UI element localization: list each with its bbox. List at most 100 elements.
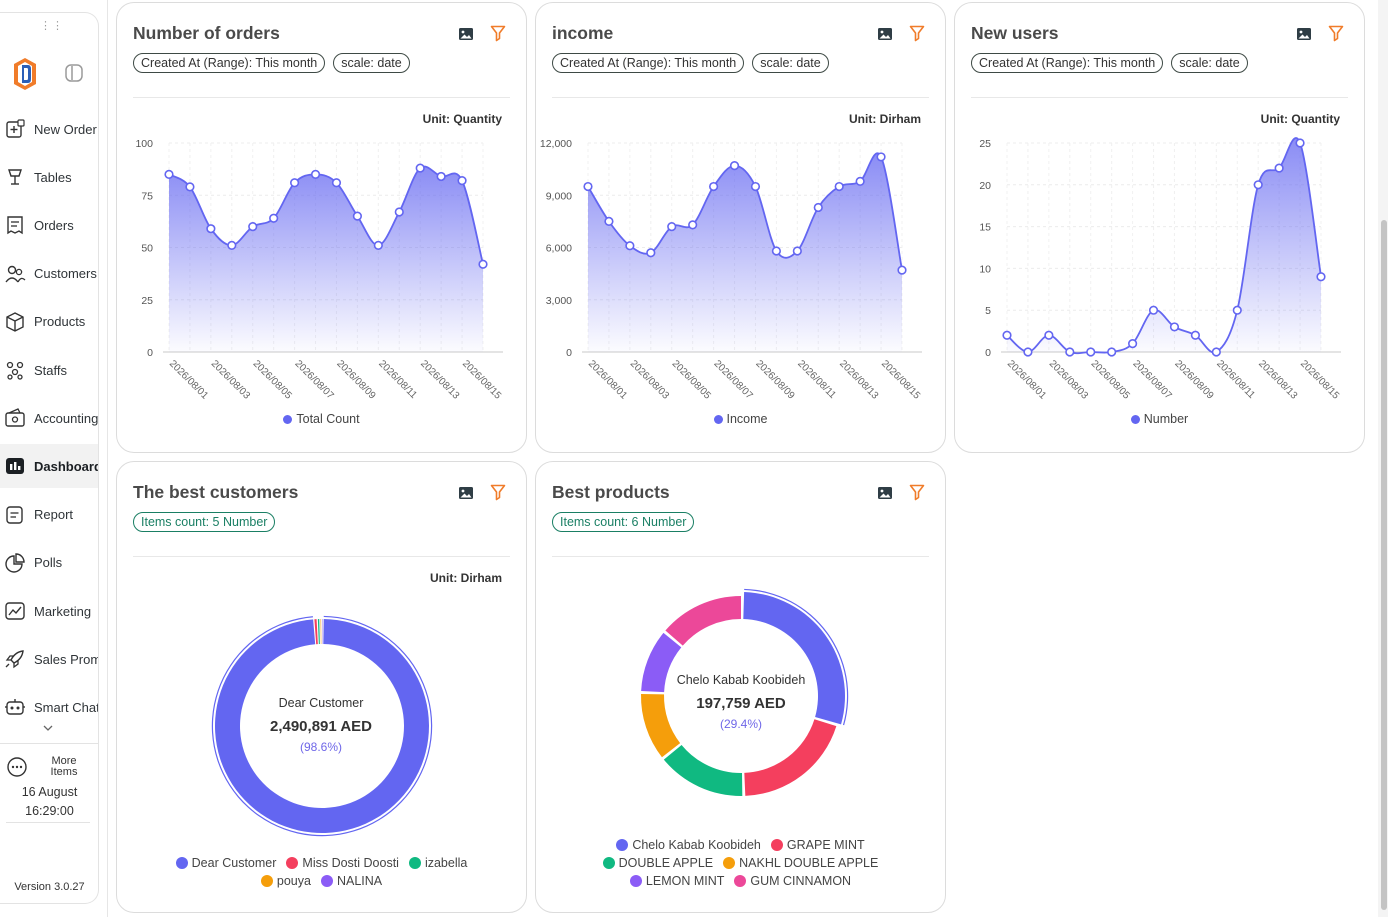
data-point[interactable] xyxy=(1190,330,1200,340)
data-point[interactable] xyxy=(897,265,907,275)
sidebar-item-report[interactable]: Report xyxy=(0,493,98,537)
data-point[interactable] xyxy=(227,240,237,251)
data-point[interactable] xyxy=(646,248,656,258)
data-point[interactable] xyxy=(415,163,425,173)
filter-chip-scale[interactable]: scale: date xyxy=(1171,53,1248,73)
items-count-chip[interactable]: Items count: 6 Number xyxy=(552,512,695,532)
data-point[interactable] xyxy=(269,213,279,223)
data-point[interactable] xyxy=(164,169,174,179)
data-point[interactable] xyxy=(813,202,823,213)
data-point[interactable] xyxy=(876,152,886,162)
image-download-icon[interactable] xyxy=(1296,26,1312,42)
data-point[interactable] xyxy=(750,181,761,192)
sidebar-item-staffs[interactable]: Staffs xyxy=(0,348,98,392)
donut-slice[interactable] xyxy=(320,619,322,645)
donut-slice[interactable] xyxy=(743,592,845,725)
filter-chip-scale[interactable]: scale: date xyxy=(752,53,829,73)
data-point[interactable] xyxy=(290,178,300,188)
data-point[interactable] xyxy=(373,240,383,251)
data-point[interactable] xyxy=(855,176,865,186)
donut-slice[interactable] xyxy=(641,632,682,693)
data-point[interactable] xyxy=(1044,330,1054,340)
donut-slice[interactable] xyxy=(665,596,741,646)
data-point[interactable] xyxy=(1169,322,1180,332)
data-point[interactable] xyxy=(688,220,698,230)
data-point[interactable] xyxy=(185,182,195,192)
data-point[interactable] xyxy=(352,211,362,221)
data-point[interactable] xyxy=(1065,347,1075,357)
filter-chip-range[interactable]: Created At (Range): This month xyxy=(552,53,745,73)
sidebar-item-dashboard[interactable]: Dashboard xyxy=(0,444,98,489)
data-point[interactable] xyxy=(667,222,677,232)
data-point[interactable] xyxy=(792,246,802,256)
sidebar-item-smart-chat[interactable]: Smart Chat xyxy=(0,685,98,729)
filter-icon[interactable] xyxy=(490,484,506,501)
legend-item[interactable]: NALINA xyxy=(320,874,382,888)
filter-icon[interactable] xyxy=(490,25,506,42)
legend-item[interactable]: Miss Dosti Doosti xyxy=(286,856,399,870)
filter-icon[interactable] xyxy=(909,25,925,42)
data-point[interactable] xyxy=(709,181,719,192)
filter-chip-range[interactable]: Created At (Range): This month xyxy=(971,53,1164,73)
legend-item[interactable]: Number xyxy=(1130,412,1188,426)
legend-item[interactable]: GUM CINNAMON xyxy=(734,874,851,888)
donut-slice[interactable] xyxy=(314,619,318,645)
image-download-icon[interactable] xyxy=(877,26,893,42)
data-point[interactable] xyxy=(604,216,614,226)
data-point[interactable] xyxy=(1128,339,1138,349)
data-point[interactable] xyxy=(331,178,342,188)
legend-item[interactable]: Chelo Kabab Koobideh xyxy=(616,838,761,852)
sidebar-collapse-icon[interactable] xyxy=(64,63,84,83)
legend-item[interactable]: LEMON MINT xyxy=(629,874,724,888)
data-point[interactable] xyxy=(436,171,446,182)
sidebar-item-marketing[interactable]: Marketing xyxy=(0,589,98,633)
data-point[interactable] xyxy=(248,222,258,232)
sidebar-item-accounting[interactable]: Accounting xyxy=(0,396,98,440)
data-point[interactable] xyxy=(1295,138,1305,148)
data-point[interactable] xyxy=(834,181,844,192)
data-point[interactable] xyxy=(310,169,321,179)
legend-item[interactable]: GRAPE MINT xyxy=(770,838,865,852)
filter-chip-scale[interactable]: scale: date xyxy=(333,53,410,73)
sidebar-item-orders[interactable]: Orders xyxy=(0,203,98,247)
filter-icon[interactable] xyxy=(909,484,925,501)
legend-item[interactable]: NAKHL DOUBLE APPLE xyxy=(723,856,878,870)
sidebar-item-polls[interactable]: Polls xyxy=(0,541,98,585)
donut-slice[interactable] xyxy=(663,744,743,796)
data-point[interactable] xyxy=(1253,180,1263,190)
image-download-icon[interactable] xyxy=(877,485,893,501)
data-point[interactable] xyxy=(1086,347,1096,357)
more-items-button[interactable]: More Items xyxy=(0,743,98,789)
data-point[interactable] xyxy=(583,181,593,192)
items-count-chip[interactable]: Items count: 5 Number xyxy=(133,512,276,532)
sidebar-item-new-order[interactable]: New Order xyxy=(0,107,98,151)
data-point[interactable] xyxy=(1316,272,1326,282)
legend-item[interactable]: pouya xyxy=(260,874,311,888)
legend-item[interactable]: Dear Customer xyxy=(175,856,276,870)
sidebar-item-customers[interactable]: Customers xyxy=(0,252,98,296)
image-download-icon[interactable] xyxy=(458,485,474,501)
sidebar-item-sales-promotion[interactable]: Sales Promotion xyxy=(0,637,98,681)
image-download-icon[interactable] xyxy=(458,26,474,42)
data-point[interactable] xyxy=(1002,330,1012,340)
legend-item[interactable]: DOUBLE APPLE xyxy=(602,856,713,870)
donut-slice[interactable] xyxy=(322,619,323,645)
donut-slice[interactable] xyxy=(744,719,837,796)
chevron-down-icon[interactable] xyxy=(42,723,54,733)
data-point[interactable] xyxy=(1274,163,1284,173)
legend-item[interactable]: izabella xyxy=(408,856,467,870)
data-point[interactable] xyxy=(457,176,467,186)
sidebar-item-products[interactable]: Products xyxy=(0,300,98,344)
data-point[interactable] xyxy=(1148,305,1159,315)
data-point[interactable] xyxy=(1211,347,1221,357)
data-point[interactable] xyxy=(478,259,488,269)
legend-item[interactable]: Income xyxy=(713,412,768,426)
donut-slice[interactable] xyxy=(641,693,681,758)
data-point[interactable] xyxy=(1232,305,1242,315)
data-point[interactable] xyxy=(625,241,635,251)
filter-chip-range[interactable]: Created At (Range): This month xyxy=(133,53,326,73)
donut-slice[interactable] xyxy=(317,619,320,645)
sidebar-item-tables[interactable]: Tables xyxy=(0,155,98,199)
scrollbar-thumb[interactable] xyxy=(1381,220,1387,910)
legend-item[interactable]: Total Count xyxy=(283,412,360,426)
